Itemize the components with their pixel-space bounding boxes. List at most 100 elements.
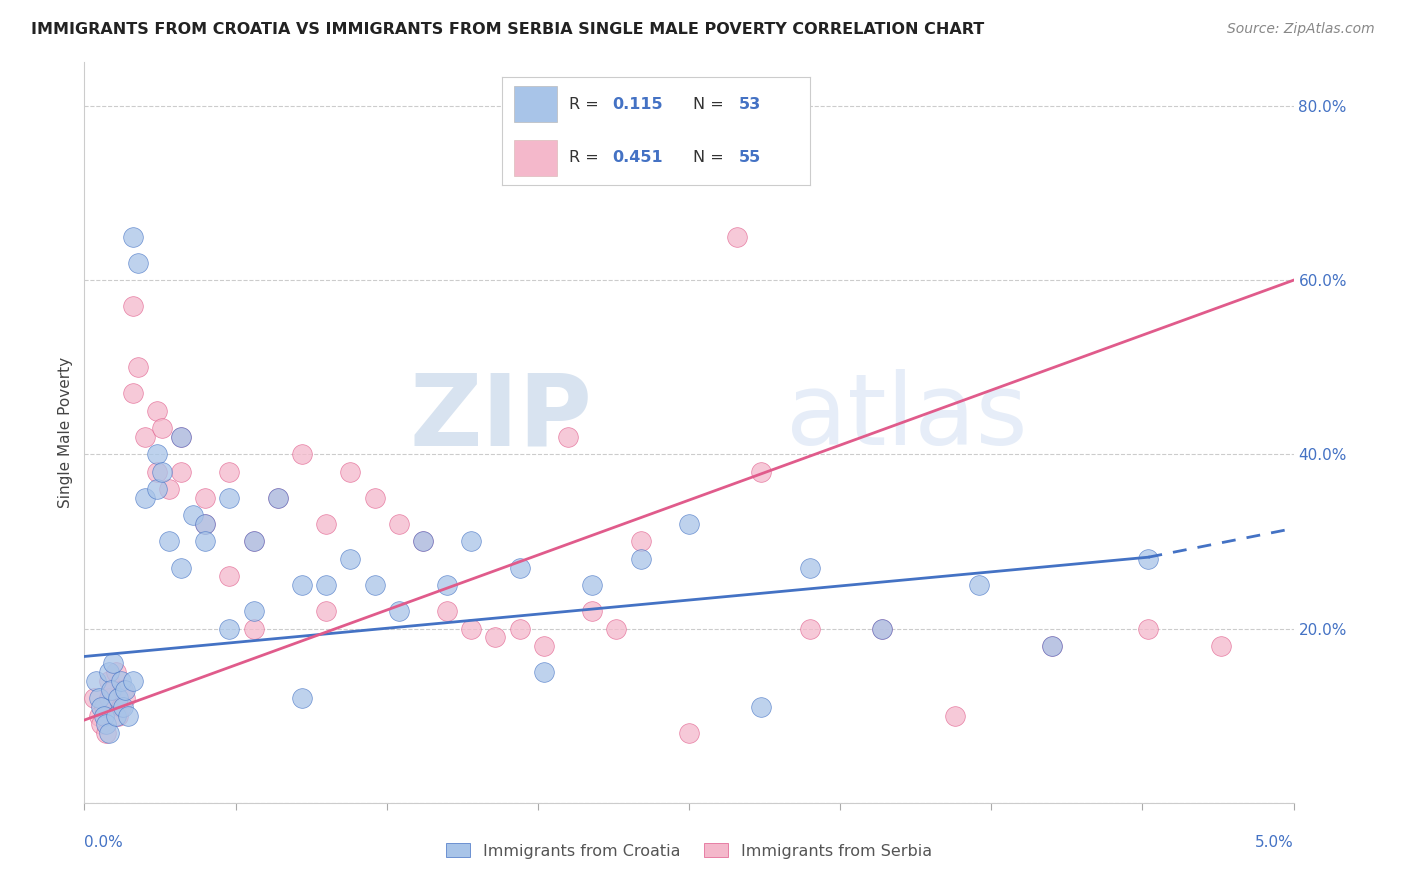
Point (121, 386, 143, 401)
Point (967, 578, 990, 592)
Point (117, 708, 139, 723)
Point (194, 491, 217, 505)
Point (509, 622, 531, 636)
Point (605, 622, 627, 636)
Point (1137, 622, 1160, 636)
Point (146, 482, 169, 496)
Point (388, 604, 411, 618)
Point (218, 465, 240, 479)
Point (170, 560, 193, 574)
Point (134, 491, 156, 505)
Point (291, 447, 314, 461)
Point (436, 604, 458, 618)
Point (412, 534, 434, 549)
Point (107, 691, 129, 706)
Point (678, 726, 700, 740)
Point (90, 717, 112, 731)
Point (93, 700, 115, 714)
Point (127, 360, 149, 375)
Point (194, 517, 217, 532)
Point (725, 229, 748, 244)
Point (363, 578, 385, 592)
Text: 0.0%: 0.0% (84, 835, 124, 850)
Point (103, 657, 125, 671)
Point (1137, 552, 1160, 566)
Point (291, 578, 314, 592)
Point (630, 552, 652, 566)
Point (1209, 639, 1232, 653)
Point (97, 726, 120, 740)
Y-axis label: Single Male Poverty: Single Male Poverty (58, 357, 73, 508)
Point (110, 673, 132, 688)
Point (146, 447, 169, 461)
Point (170, 430, 193, 444)
Point (460, 622, 482, 636)
Point (107, 708, 129, 723)
Point (315, 517, 337, 532)
Point (1040, 639, 1063, 653)
Point (291, 691, 314, 706)
Point (93, 708, 115, 723)
Point (90, 700, 112, 714)
Point (150, 465, 173, 479)
Point (484, 630, 506, 644)
Point (121, 673, 143, 688)
Point (751, 465, 773, 479)
Point (315, 578, 337, 592)
Point (630, 534, 652, 549)
Point (97, 665, 120, 680)
Point (103, 682, 125, 697)
Point (157, 482, 180, 496)
Point (218, 622, 240, 636)
Point (412, 534, 434, 549)
Point (218, 491, 240, 505)
Point (509, 560, 531, 574)
Point (194, 517, 217, 532)
Point (146, 465, 169, 479)
Point (242, 534, 264, 549)
Point (134, 430, 156, 444)
Point (104, 665, 127, 680)
Point (114, 682, 136, 697)
Point (533, 665, 555, 680)
Text: ZIP: ZIP (409, 369, 592, 467)
Point (581, 604, 603, 618)
Point (94, 726, 117, 740)
Point (83, 691, 105, 706)
Point (315, 604, 337, 618)
Point (799, 622, 821, 636)
Point (104, 708, 127, 723)
Point (94, 717, 117, 731)
Point (581, 578, 603, 592)
Point (436, 578, 458, 592)
Point (157, 534, 180, 549)
Point (146, 404, 169, 418)
Point (388, 517, 411, 532)
Point (170, 430, 193, 444)
Point (112, 700, 135, 714)
Point (87, 708, 110, 723)
Point (100, 682, 122, 697)
Point (242, 534, 264, 549)
Point (181, 508, 204, 523)
Point (114, 691, 136, 706)
Point (460, 534, 482, 549)
Point (557, 430, 579, 444)
Point (533, 639, 555, 653)
Point (121, 229, 143, 244)
Point (339, 552, 361, 566)
Point (218, 569, 240, 583)
Point (87, 691, 110, 706)
Point (112, 682, 135, 697)
Point (339, 465, 361, 479)
Point (170, 465, 193, 479)
Point (678, 517, 700, 532)
Point (267, 491, 290, 505)
Point (121, 299, 143, 313)
Point (363, 491, 385, 505)
Point (127, 256, 149, 270)
Point (97, 673, 120, 688)
Point (943, 708, 966, 723)
Text: atlas: atlas (786, 369, 1028, 467)
Legend: Immigrants from Croatia, Immigrants from Serbia: Immigrants from Croatia, Immigrants from… (440, 837, 938, 865)
